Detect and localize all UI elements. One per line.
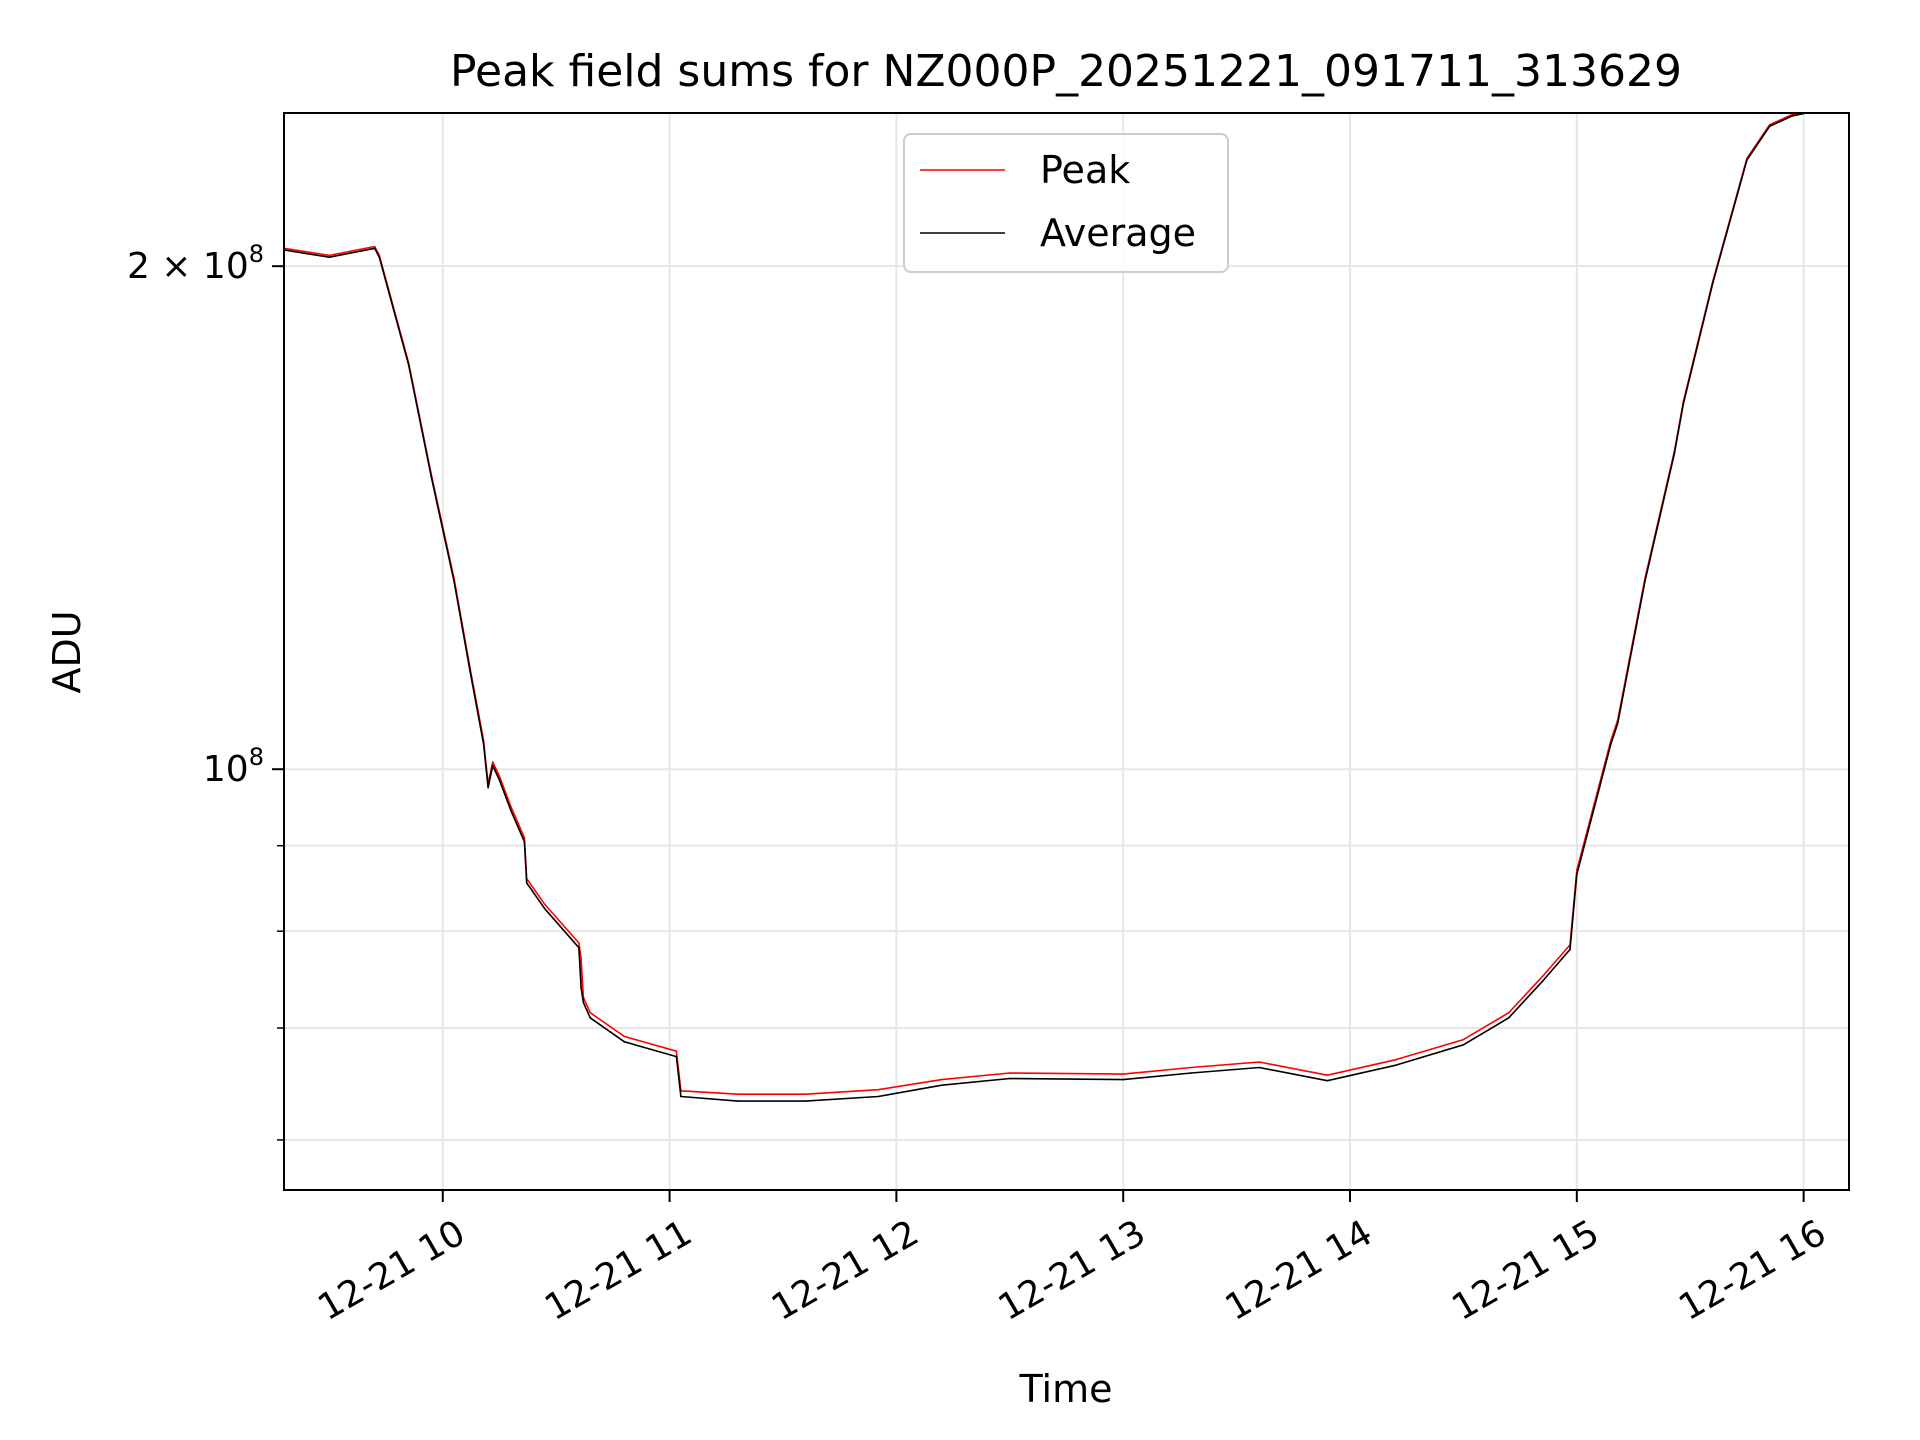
data-point-peak	[523, 836, 526, 839]
data-point-average	[407, 364, 410, 367]
data-point-peak	[1122, 1073, 1124, 1075]
data-point-average	[328, 256, 331, 259]
data-point-peak	[1009, 1072, 1011, 1074]
data-point-average	[373, 247, 376, 250]
data-point-average	[680, 1095, 682, 1098]
data-point-average	[1682, 402, 1685, 405]
data-point-peak	[623, 1035, 625, 1038]
data-point-average	[1598, 786, 1601, 789]
y-axis-label: ADU	[45, 610, 89, 693]
data-point-peak	[373, 245, 376, 248]
data-point-peak	[491, 761, 494, 763]
data-point-peak	[544, 903, 546, 906]
data-point-peak	[580, 958, 582, 960]
chart-title: Peak field sums for NZ000P_20251221_0917…	[450, 46, 1682, 97]
data-point-average	[1542, 980, 1544, 982]
data-point-average	[1576, 873, 1578, 876]
data-point-average	[1258, 1066, 1261, 1069]
data-point-peak	[589, 1011, 591, 1014]
data-point-average	[1009, 1077, 1011, 1080]
data-point-average	[1190, 1072, 1192, 1074]
data-point-average	[1326, 1079, 1329, 1082]
legend: Peak Average	[903, 133, 1229, 273]
data-point-average	[378, 256, 381, 259]
data-point-average	[580, 986, 582, 989]
data-point-peak	[941, 1078, 943, 1081]
data-point-average	[1569, 948, 1571, 951]
data-point-average	[544, 908, 546, 910]
data-point-average	[1394, 1064, 1397, 1067]
data-point-average	[523, 840, 526, 843]
data-point-peak	[1190, 1066, 1192, 1069]
data-point-peak	[675, 1050, 678, 1052]
data-point-average	[675, 1055, 678, 1058]
data-point-average	[804, 1100, 807, 1102]
data-point-peak	[1394, 1059, 1397, 1061]
data-point-peak	[877, 1088, 879, 1091]
data-point-average	[1644, 580, 1646, 583]
data-point-peak	[1768, 124, 1771, 126]
y-tick-label: 2 × 108	[127, 240, 264, 287]
data-point-peak	[1508, 1011, 1510, 1014]
data-point-average	[1462, 1044, 1465, 1046]
data-point-average	[623, 1040, 625, 1043]
data-point-average	[589, 1017, 591, 1019]
data-point-peak	[498, 775, 501, 778]
data-point-peak	[1326, 1074, 1329, 1076]
x-axis-label: Time	[1019, 1367, 1113, 1411]
data-point-average	[510, 809, 512, 812]
data-point-average	[1768, 125, 1771, 128]
data-point-peak	[1542, 975, 1544, 977]
legend-label-average: Average	[1040, 211, 1196, 255]
data-point-peak	[328, 254, 331, 257]
axes-frame	[283, 112, 1850, 1191]
data-point-peak	[510, 805, 512, 808]
y-axis-ticks: 108 2 × 108	[127, 240, 284, 1141]
data-point-peak	[1791, 113, 1794, 116]
data-point-average	[1791, 115, 1794, 117]
data-point-average	[1616, 722, 1619, 725]
data-point-peak	[804, 1093, 807, 1095]
data-point-average	[453, 580, 455, 583]
data-point-average	[498, 779, 501, 781]
data-point-average	[1610, 743, 1612, 745]
data-point-average	[430, 476, 433, 479]
data-point-average	[482, 743, 485, 745]
data-point-peak	[578, 942, 580, 944]
data-point-average	[877, 1095, 879, 1098]
data-point-average	[491, 764, 494, 767]
data-point-average	[1746, 159, 1748, 161]
data-point-average	[736, 1100, 739, 1102]
data-point-average	[582, 1001, 585, 1004]
data-point-average	[525, 882, 528, 884]
data-point-average	[469, 670, 471, 672]
data-point-average	[1122, 1078, 1124, 1081]
data-point-average	[1712, 281, 1714, 284]
data-point-average	[1673, 452, 1676, 455]
y-tick-label: 108	[203, 743, 264, 790]
legend-label-peak: Peak	[1040, 148, 1130, 192]
data-point-peak	[1258, 1061, 1261, 1063]
data-point-average	[578, 946, 580, 949]
data-point-average	[1508, 1017, 1510, 1019]
legend-box	[903, 133, 1229, 273]
data-point-peak	[736, 1093, 739, 1095]
data-point-peak	[1462, 1038, 1465, 1041]
data-point-average	[487, 786, 489, 789]
plot-series	[284, 113, 1805, 1102]
grid	[284, 113, 1849, 1190]
data-point-average	[941, 1084, 943, 1086]
